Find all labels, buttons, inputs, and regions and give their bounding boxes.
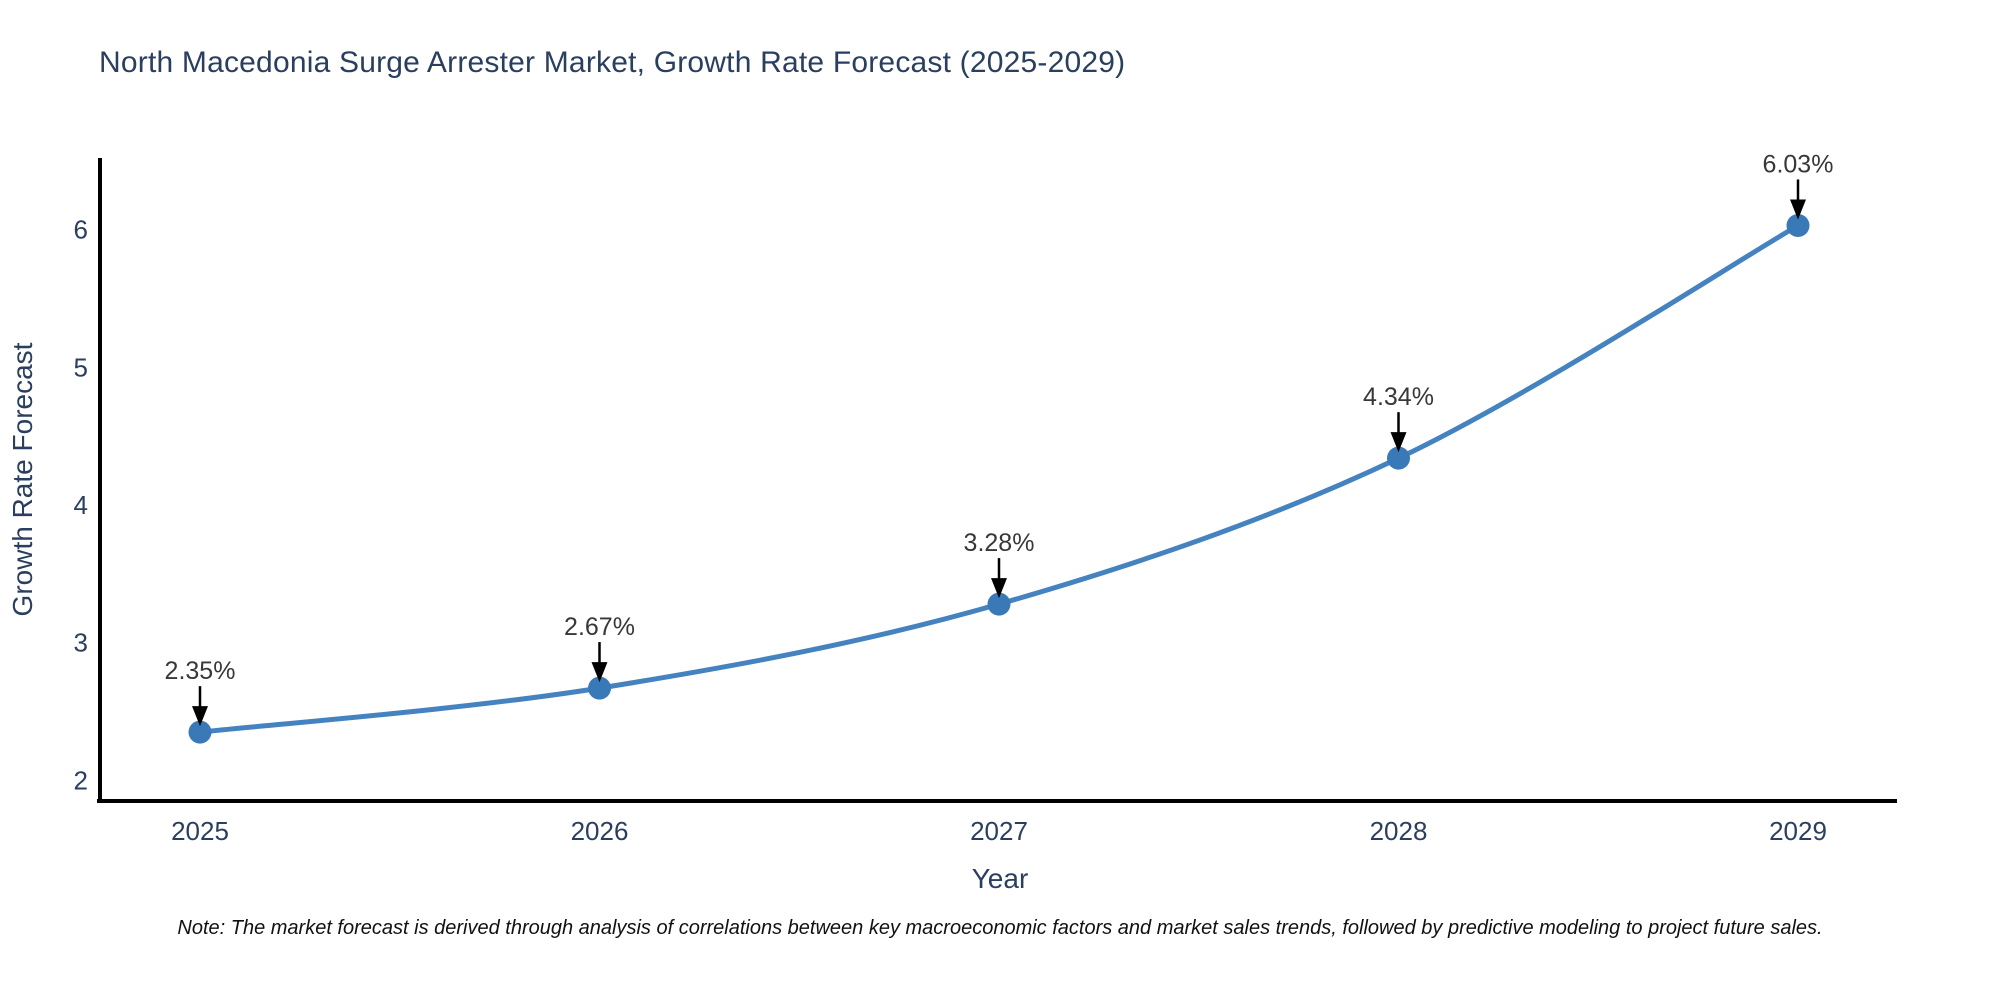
data-point-label: 2.67% (564, 613, 635, 641)
data-point-label: 4.34% (1363, 383, 1434, 411)
annotation-arrow-head (192, 706, 208, 727)
annotation-arrow-head (591, 662, 608, 683)
x-axis-title: Year (972, 863, 1029, 894)
y-tick-label: 3 (74, 628, 88, 658)
data-point-label: 3.28% (964, 529, 1035, 557)
y-tick-label: 4 (74, 490, 88, 520)
y-tick-label: 5 (74, 352, 88, 382)
y-tick-label: 2 (74, 765, 88, 795)
data-point-label: 2.35% (165, 657, 236, 685)
data-point-label: 6.03% (1763, 150, 1834, 178)
annotation-arrow-head (1390, 432, 1407, 453)
data-point-marker (1786, 213, 1810, 237)
series-line (197, 223, 1801, 735)
x-tick-label: 2027 (970, 816, 1028, 846)
annotation-arrow-head (1790, 199, 1806, 220)
data-point-marker (188, 720, 212, 744)
x-tick-label: 2025 (171, 816, 229, 846)
chart-title: North Macedonia Surge Arrester Market, G… (99, 46, 1126, 79)
data-point-marker (588, 676, 611, 700)
annotation-arrow-head (991, 578, 1007, 599)
x-tick-label: 2028 (1370, 816, 1428, 846)
x-tick-label: 2026 (571, 816, 629, 846)
data-point-marker (1387, 446, 1410, 470)
y-axis-title: Growth Rate Forecast (7, 342, 38, 616)
x-tick-label: 2029 (1769, 816, 1827, 846)
footnote: Note: The market forecast is derived thr… (177, 917, 1823, 939)
data-point-marker (987, 592, 1011, 616)
y-tick-label: 6 (74, 215, 88, 245)
